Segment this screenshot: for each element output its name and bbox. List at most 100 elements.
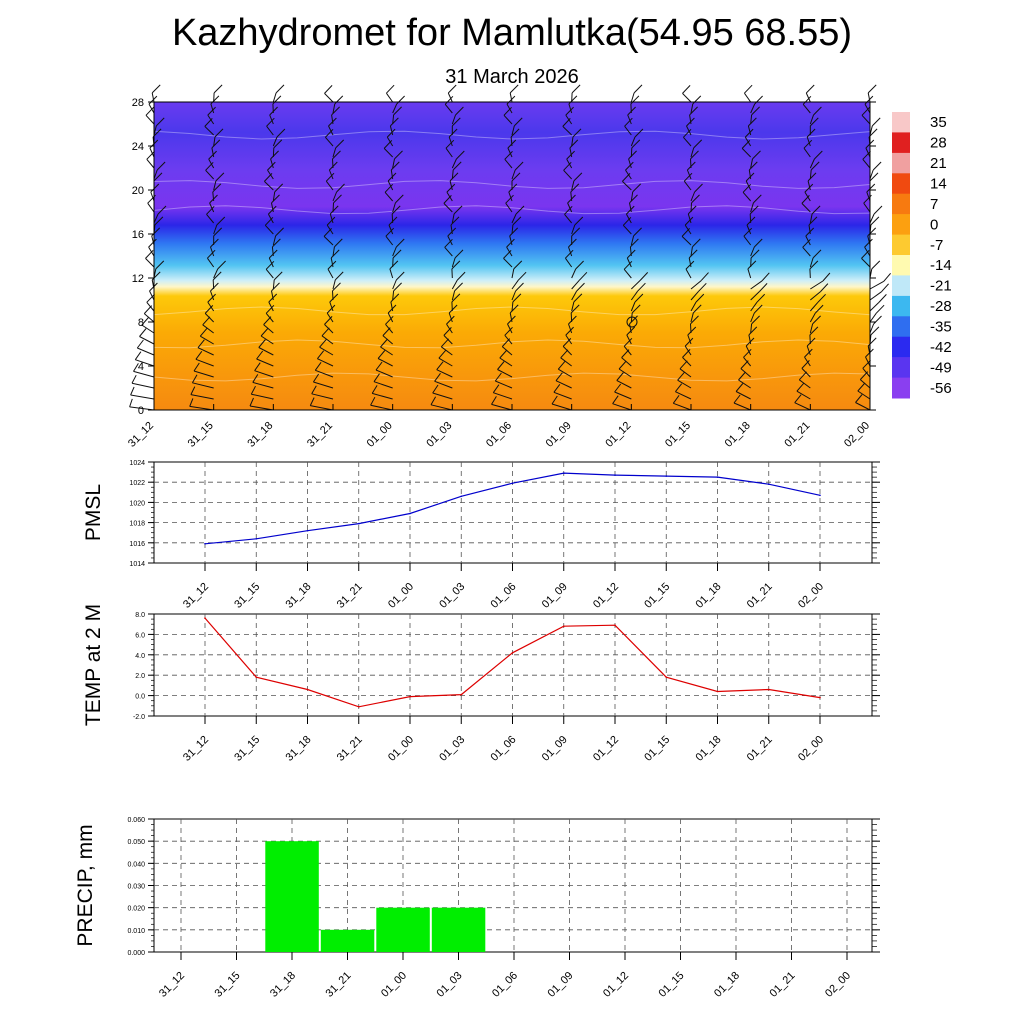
wind-barb	[867, 92, 871, 103]
pmsl-point	[511, 482, 514, 485]
wind-barb-flag	[812, 249, 822, 259]
wind-barb-flag	[568, 315, 577, 325]
wind-barb-flag	[798, 371, 807, 381]
wind-barb-flag	[452, 161, 462, 171]
temp-ytick-label: 8.0	[135, 612, 145, 619]
pmsl-xtick-label: 31_18	[284, 581, 314, 611]
wind-barb-flag	[213, 84, 223, 94]
wind-barb-flag	[395, 194, 404, 204]
wind-barb	[375, 369, 393, 378]
wind-barb-flag	[753, 194, 762, 204]
wind-barb	[504, 158, 513, 169]
wind-barb	[146, 158, 155, 169]
wind-barb	[625, 213, 632, 224]
wind-barb	[324, 324, 334, 334]
wind-barb-flag	[386, 128, 396, 138]
wind-barb-flag	[208, 150, 217, 160]
wind-barb-flag	[870, 216, 880, 226]
wind-barb	[686, 169, 692, 180]
wind-barb	[151, 92, 155, 103]
wind-barb	[213, 180, 217, 191]
wind-barb	[205, 169, 215, 180]
pmsl-point	[306, 529, 309, 532]
wind-barb-flag	[332, 150, 341, 160]
wind-barb-flag	[390, 161, 400, 171]
wind-barb	[326, 312, 334, 323]
colorbar-label: -21	[930, 278, 952, 295]
wind-barb-flag	[386, 84, 395, 94]
heatmap-xtick-label: 01_00	[365, 420, 395, 450]
wind-barb-flag	[260, 327, 269, 337]
pmsl-point	[204, 543, 206, 545]
wind-barb-flag	[616, 372, 624, 381]
wind-barb-flag	[155, 117, 165, 127]
wind-barb	[325, 136, 334, 147]
wind-barb-flag	[560, 349, 569, 359]
wind-barb	[332, 158, 334, 169]
wind-barb-flag	[878, 294, 887, 303]
wind-barb	[806, 345, 811, 356]
pmsl-ytick-label: 1020	[129, 500, 145, 507]
wind-barb	[430, 404, 453, 411]
wind-barb-flag	[156, 161, 166, 171]
wind-barb	[809, 169, 812, 180]
wind-barb	[565, 334, 573, 345]
wind-barb	[622, 181, 632, 191]
wind-barb	[743, 235, 752, 246]
wind-barb	[571, 279, 580, 290]
wind-barb-flag	[698, 282, 707, 292]
wind-barb	[267, 169, 274, 180]
wind-barb	[444, 246, 453, 257]
wind-barb	[630, 92, 635, 103]
wind-barb	[618, 368, 632, 378]
heatmap-xtick-label: 01_09	[544, 420, 574, 450]
wind-barb	[748, 169, 752, 180]
wind-barb	[869, 280, 885, 290]
wind-barb-flag	[574, 216, 584, 226]
wind-barb	[503, 258, 513, 268]
wind-barb-flag	[154, 216, 164, 226]
pmsl-panel: 1014 1016 1018 1020 1022 1024 31_12 31_15 31_18 3…	[82, 460, 880, 611]
wind-barb	[272, 92, 277, 103]
wind-barb-flag	[258, 339, 266, 348]
wind-barb-flag	[214, 128, 224, 138]
wind-barb-flag	[436, 361, 444, 371]
wind-barb	[682, 93, 692, 103]
wind-barb-flag	[811, 205, 821, 215]
wind-barb-flag	[332, 282, 341, 292]
wind-barb-flag	[682, 85, 691, 94]
wind-barb-flag	[805, 84, 815, 94]
wind-barb	[446, 191, 453, 202]
wind-barb-flag	[796, 382, 805, 392]
precip-xtick-label: 01_06	[490, 970, 520, 1000]
wind-barb	[149, 290, 155, 301]
wind-barb	[446, 323, 453, 334]
wind-barb	[311, 393, 334, 400]
colorbar-segment	[892, 377, 910, 399]
wind-barb	[861, 258, 871, 268]
wind-barb-flag	[684, 216, 694, 226]
wind-barb	[690, 147, 695, 158]
temp-point	[511, 652, 514, 654]
wind-barb	[511, 279, 519, 290]
wind-barb-flag	[330, 249, 340, 259]
wind-barb-flag	[377, 350, 386, 359]
wind-barb	[149, 147, 155, 158]
wind-barb	[432, 392, 453, 400]
wind-barb-flag	[432, 384, 439, 394]
wind-barb-flag	[881, 283, 889, 293]
precip-xtick-label: 02_00	[823, 970, 853, 1000]
wind-barb-flag	[571, 227, 581, 237]
wind-barb	[750, 323, 753, 334]
temp-xtick-label: 01_03	[437, 734, 467, 764]
wind-barb	[629, 246, 632, 257]
wind-barb	[392, 246, 397, 257]
wind-barb	[392, 279, 397, 290]
wind-barb	[493, 392, 513, 400]
wind-barb-flag	[748, 326, 758, 336]
wind-barb	[251, 393, 274, 400]
wind-barb	[505, 202, 513, 213]
wind-barb-flag	[742, 183, 752, 193]
wind-barb-flag	[189, 398, 194, 407]
wind-barb-flag	[329, 205, 339, 215]
